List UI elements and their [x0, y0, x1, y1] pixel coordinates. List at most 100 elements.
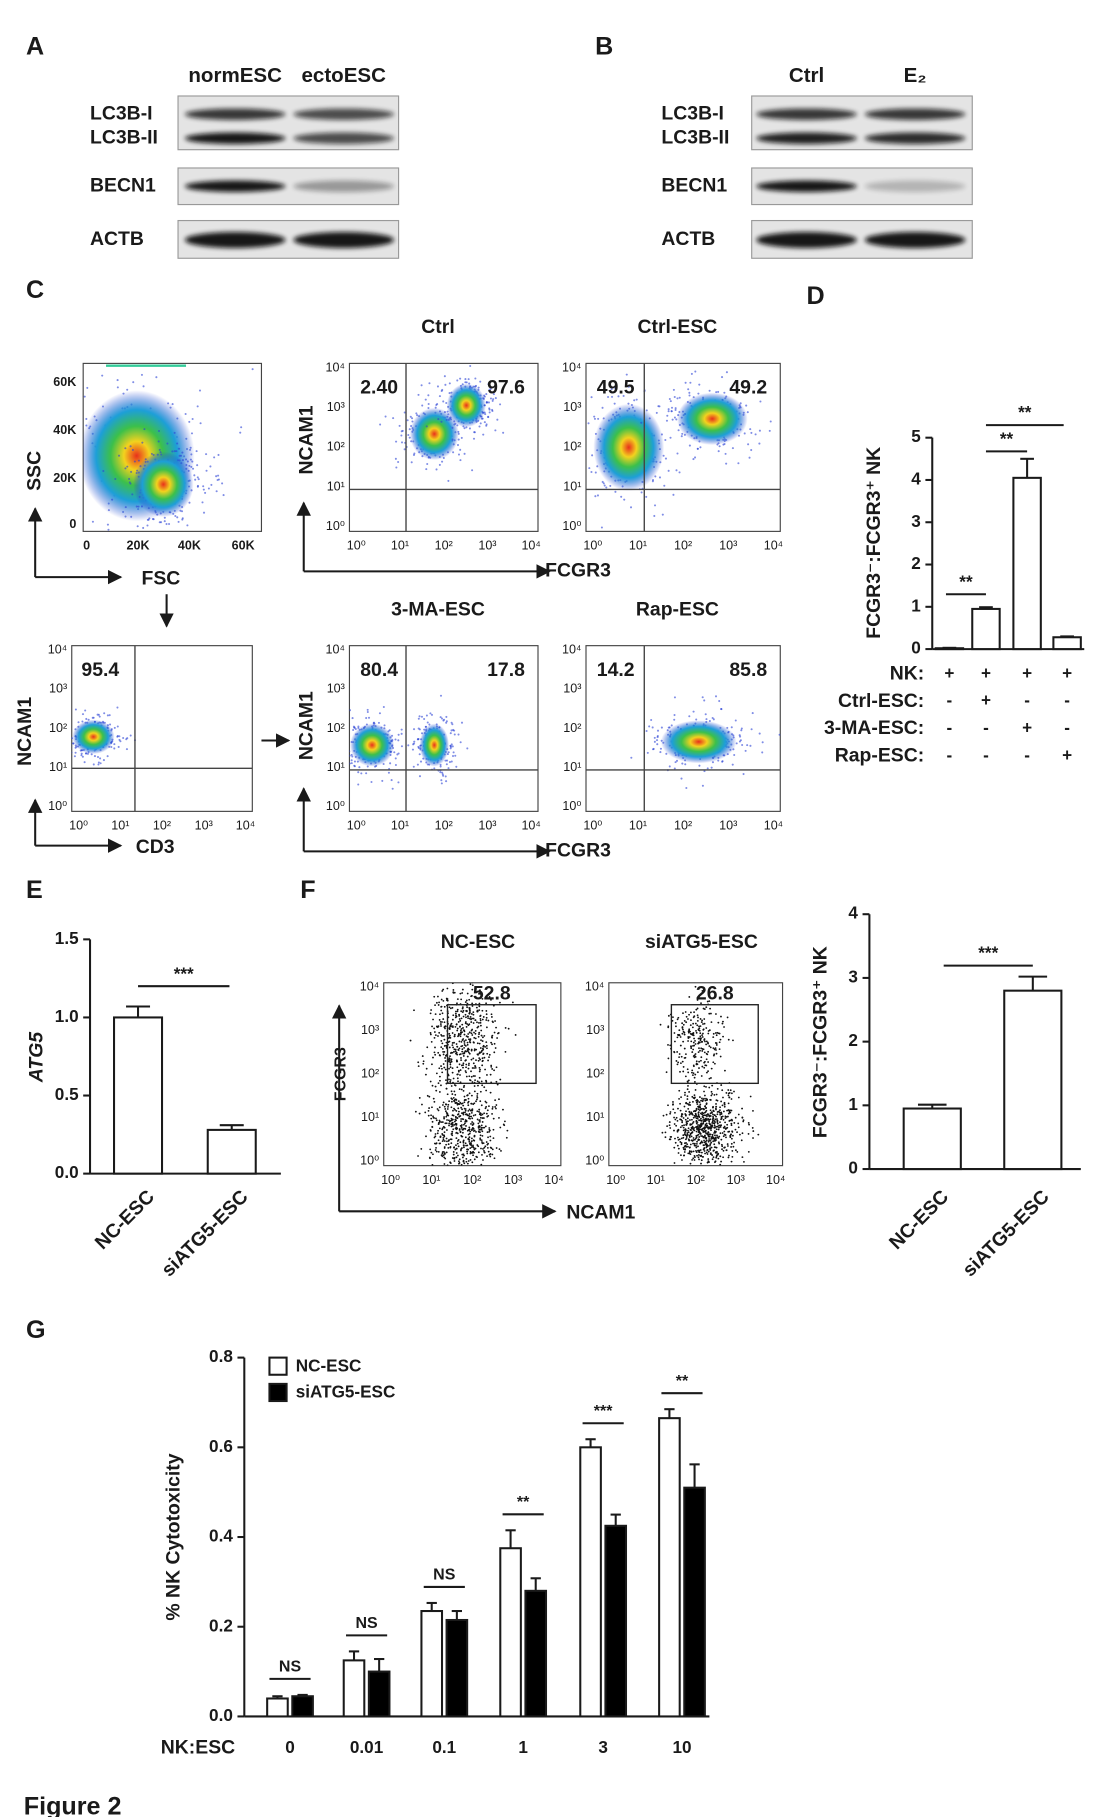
event-dot [448, 1100, 451, 1103]
event-dot [715, 1052, 718, 1055]
event-dot [441, 1133, 444, 1136]
event-dot [700, 1162, 702, 1165]
event-dot [713, 1143, 716, 1146]
event-dot [440, 1039, 443, 1042]
event-dot [677, 1138, 680, 1141]
event-dot [485, 1013, 488, 1016]
event-dot [734, 1116, 737, 1119]
event-dot [709, 1143, 712, 1146]
event-dot [684, 1118, 687, 1121]
event-dot [463, 1122, 466, 1125]
event-dot [692, 1055, 695, 1058]
event-dot [129, 445, 132, 448]
event-dot [433, 767, 436, 770]
event-dot [708, 389, 711, 392]
event-dot [349, 754, 351, 757]
event-dot [717, 1157, 720, 1160]
event-dot [448, 1124, 450, 1127]
event-dot [708, 1119, 710, 1121]
event-dot [476, 1092, 479, 1095]
event-dot [732, 1134, 734, 1137]
event-dot [439, 1020, 442, 1023]
event-dot [698, 1125, 701, 1127]
event-dot [448, 761, 451, 764]
event-dot [215, 490, 218, 493]
event-dot [680, 777, 683, 780]
flow-x-tick-label: 10³ [719, 819, 737, 833]
event-dot [451, 1134, 454, 1137]
event-dot [349, 750, 351, 753]
event-dot [493, 1051, 496, 1054]
event-dot [468, 1008, 471, 1011]
event-dot [446, 1108, 449, 1110]
event-dot [702, 1107, 705, 1110]
event-dot [417, 738, 420, 741]
quadrant-value: 14.2 [597, 659, 635, 681]
event-dot [699, 1025, 702, 1028]
event-dot [590, 396, 593, 399]
event-dot [643, 349, 645, 351]
event-dot [695, 1008, 698, 1011]
event-dot [703, 1090, 705, 1093]
event-dot [459, 1031, 462, 1034]
event-dot [387, 771, 390, 774]
event-dot [609, 484, 612, 487]
event-dot [440, 782, 443, 785]
event-dot [688, 1104, 690, 1106]
event-dot [729, 387, 732, 390]
event-dot [722, 1035, 724, 1038]
event-dot [422, 1060, 425, 1063]
event-dot [495, 1107, 497, 1110]
event-dot [718, 1111, 721, 1114]
event-dot [80, 754, 83, 757]
event-dot [420, 384, 423, 387]
event-dot [451, 1042, 454, 1044]
significance-label: ** [517, 1494, 530, 1511]
event-dot [702, 1135, 705, 1138]
event-dot [463, 1101, 466, 1104]
event-dot [152, 518, 155, 521]
flow-x-tick-label: 10⁰ [583, 539, 602, 553]
event-dot [627, 385, 630, 388]
event-dot [693, 1037, 696, 1040]
event-dot [357, 783, 360, 786]
event-dot [703, 1039, 706, 1041]
event-dot [452, 991, 455, 994]
event-dot [682, 1134, 685, 1137]
event-dot [680, 1062, 682, 1065]
event-dot [752, 1137, 754, 1139]
event-dot [685, 1123, 688, 1126]
event-dot [476, 1042, 479, 1045]
event-dot [492, 398, 495, 401]
event-dot [451, 1032, 454, 1034]
flow-y-tick-label: 10¹ [327, 760, 345, 774]
event-dot [485, 1002, 488, 1005]
event-dot [458, 1088, 461, 1091]
event-dot [478, 1021, 480, 1024]
event-dot [653, 736, 656, 739]
event-dot [709, 1112, 712, 1115]
event-dot [440, 1025, 442, 1027]
event-dot [429, 1129, 432, 1131]
event-dot [451, 982, 454, 985]
event-dot [611, 395, 614, 398]
flow-y-tick-label: 10⁰ [326, 519, 345, 533]
event-dot [699, 1128, 701, 1131]
event-dot [705, 1132, 708, 1135]
event-dot [471, 1121, 474, 1123]
event-dot [191, 418, 194, 421]
event-dot [480, 1034, 483, 1037]
event-dot [432, 1018, 434, 1021]
flow-x-tick-label: 10¹ [629, 539, 647, 553]
event-dot [692, 1072, 695, 1075]
event-dot [491, 1153, 494, 1156]
event-dot [706, 1099, 708, 1102]
event-dot [471, 1067, 474, 1069]
event-dot [681, 432, 684, 435]
event-dot [492, 1117, 495, 1120]
flow-plot-data [62, 645, 253, 812]
event-dot [752, 1109, 754, 1112]
y-tick-label: 5 [911, 426, 921, 446]
event-dot [62, 736, 64, 738]
event-dot [701, 978, 703, 980]
